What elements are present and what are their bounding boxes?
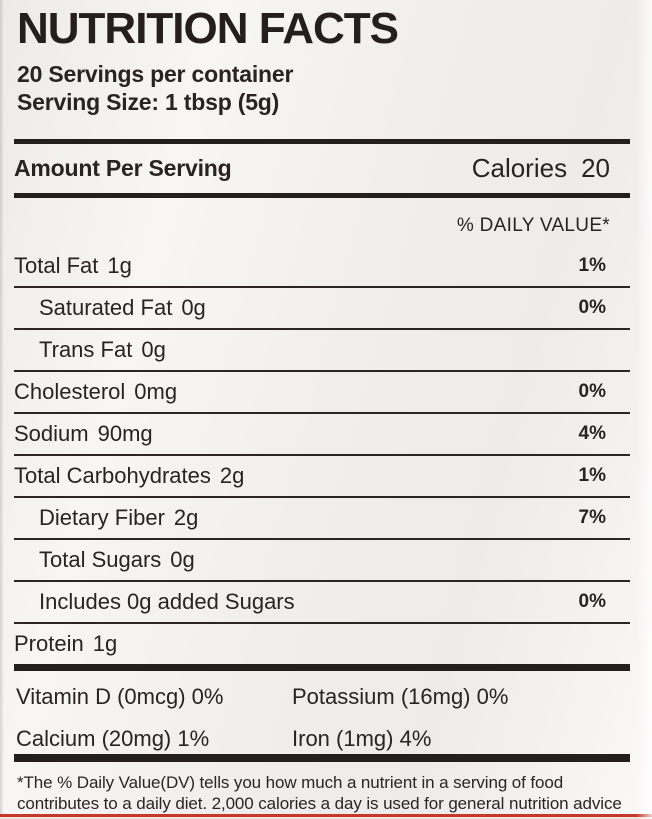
- nutrient-amount: 1g: [92, 631, 118, 656]
- divider-thick-header: [14, 193, 630, 198]
- amount-per-serving-row: Amount Per Serving Calories 20: [14, 144, 630, 193]
- divider-thick-micros: [14, 664, 630, 671]
- servings-per-container: 20 Servings per container: [17, 61, 294, 87]
- nutrient-daily-value: 0%: [578, 381, 606, 402]
- nutrient-row-cholesterol: Cholesterol 0mg 0%: [14, 372, 630, 414]
- nutrient-amount: 0g: [141, 337, 166, 362]
- page-title: NUTRITION FACTS: [17, 4, 399, 53]
- nutrient-row-dietary-fiber: Dietary Fiber 2g 7%: [14, 498, 630, 540]
- micronutrients-grid: Vitamin D (0mcg) 0% Potassium (16mg) 0% …: [14, 671, 630, 752]
- daily-value-footnote: *The % Daily Value(DV) tells you how muc…: [14, 762, 630, 814]
- nutrient-daily-value: 0%: [578, 591, 606, 612]
- nutrient-name: Trans Fat: [39, 337, 133, 362]
- nutrient-row-total-fat: Total Fat 1g 1%: [14, 246, 630, 288]
- nutrient-name: Protein: [14, 631, 84, 656]
- nutrient-name: Total Sugars: [39, 547, 162, 572]
- micronutrient-iron: Iron (1mg) 4%: [292, 726, 432, 751]
- nutrient-row-protein: Protein 1g: [14, 624, 630, 664]
- nutrient-name: Saturated Fat: [39, 295, 173, 320]
- nutrient-amount: 2g: [219, 463, 245, 488]
- nutrient-daily-value: 1%: [578, 255, 606, 276]
- nutrient-name: Total Carbohydrates: [14, 463, 211, 488]
- nutrient-row-saturated-fat: Saturated Fat 0g 0%: [14, 288, 630, 330]
- nutrient-amount: 0g: [181, 295, 206, 320]
- package-red-edge: [0, 814, 652, 817]
- package-edge-highlight: [0, 817, 652, 819]
- nutrient-amount: 90mg: [97, 421, 153, 446]
- nutrient-daily-value: 1%: [578, 465, 606, 486]
- footnote-line-2: contributes to a daily diet. 2,000 calor…: [17, 794, 622, 813]
- nutrient-name: Cholesterol: [14, 379, 126, 404]
- calories: Calories 20: [472, 153, 630, 184]
- nutrient-daily-value: 0%: [578, 297, 606, 318]
- nutrient-amount: 0mg: [134, 379, 178, 404]
- nutrient-amount: 2g: [173, 505, 199, 530]
- nutrient-name: Total Fat: [14, 253, 99, 278]
- micronutrient-potassium: Potassium (16mg) 0%: [292, 684, 509, 709]
- calories-label: Calories: [471, 153, 568, 183]
- micronutrient-vitamin-d: Vitamin D (0mcg) 0%: [16, 684, 224, 709]
- nutrient-row-trans-fat: Trans Fat 0g: [14, 330, 630, 372]
- nutrient-name: Includes 0g added Sugars: [39, 589, 295, 614]
- divider-thick-footnote: [14, 754, 630, 762]
- nutrient-row-total-carbohydrates: Total Carbohydrates 2g 1%: [14, 456, 630, 498]
- nutrient-daily-value: 7%: [578, 507, 606, 528]
- nutrient-name: Sodium: [14, 421, 89, 446]
- nutrient-row-added-sugars: Includes 0g added Sugars 0%: [14, 582, 630, 624]
- serving-size: Serving Size: 1 tbsp (5g): [17, 89, 280, 115]
- daily-value-header: % DAILY VALUE*: [456, 215, 610, 236]
- divider-thick-top: [14, 139, 630, 144]
- nutrient-name: Dietary Fiber: [39, 505, 165, 530]
- nutrient-table: Total Fat 1g 1% Saturated Fat 0g 0% Tran…: [14, 246, 630, 664]
- calories-value: 20: [581, 153, 610, 183]
- nutrient-amount: 0g: [170, 547, 195, 572]
- nutrient-row-total-sugars: Total Sugars 0g: [14, 540, 630, 582]
- nutrient-row-sodium: Sodium 90mg 4%: [14, 414, 630, 456]
- nutrient-amount: 1g: [107, 253, 132, 278]
- micronutrient-calcium: Calcium (20mg) 1%: [16, 726, 210, 751]
- nutrient-daily-value: 4%: [578, 423, 606, 444]
- footnote-line-1: *The % Daily Value(DV) tells you how muc…: [17, 773, 564, 792]
- amount-per-serving-label: Amount Per Serving: [14, 155, 232, 181]
